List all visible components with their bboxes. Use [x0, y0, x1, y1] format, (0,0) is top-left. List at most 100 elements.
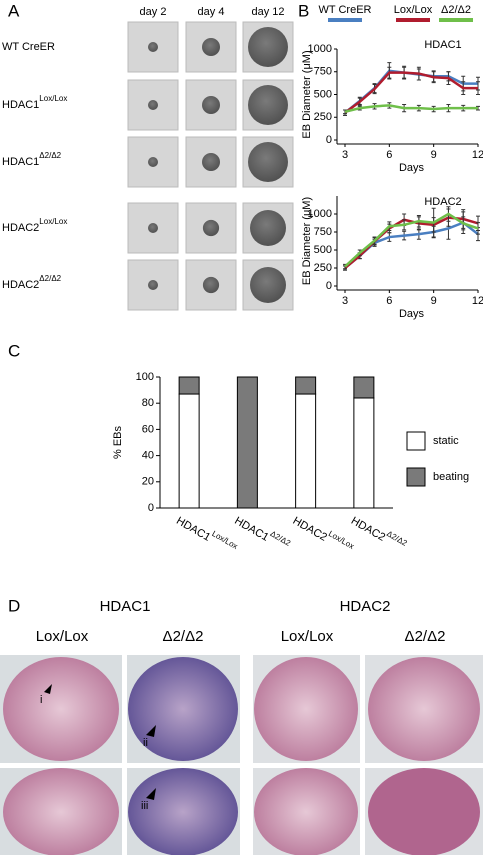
chart-title: HDAC1: [424, 39, 461, 51]
label-superscript: Δ2/Δ2: [39, 274, 61, 283]
tissue: [254, 657, 358, 761]
label-main: HDAC1: [174, 515, 212, 544]
y-tick-label: 80: [142, 397, 154, 409]
error-cap: [343, 109, 347, 115]
row-label: WT CreER: [2, 41, 55, 53]
embryoid-body: [202, 219, 220, 237]
label-main: HDAC2: [2, 279, 39, 291]
tissue: [3, 768, 119, 855]
error-cap: [446, 104, 451, 113]
column-title: day 4: [198, 6, 225, 18]
annotation: iii: [141, 800, 148, 812]
y-tick-label: 750: [314, 66, 332, 78]
legend-label: Δ2/Δ2: [441, 4, 471, 16]
label-main: HDAC2: [2, 222, 39, 234]
column-title: Δ2/Δ2: [163, 628, 204, 645]
label-main: HDAC1: [2, 156, 39, 168]
y-tick-label: 1000: [308, 208, 332, 220]
label-superscript: Lox/Lox: [210, 529, 239, 551]
error-cap: [372, 103, 377, 110]
error-cap: [446, 71, 451, 85]
row-label: HDAC1Lox/Lox: [2, 94, 67, 111]
annotation: ii: [143, 737, 148, 749]
error-cap: [461, 81, 466, 95]
y-axis-label: EB Diameter (μM): [301, 50, 313, 138]
legend-label: WT CreER: [319, 4, 372, 16]
group-title: HDAC2: [340, 598, 391, 615]
error-cap: [372, 236, 377, 245]
series-line: [344, 104, 478, 114]
embryoid-body: [148, 100, 158, 110]
embryoid-body: [202, 38, 220, 56]
panel-label: B: [298, 1, 309, 20]
label-superscript: Δ2/Δ2: [39, 151, 61, 160]
label-main: HDAC2: [291, 515, 329, 544]
bar-segment: [295, 393, 317, 509]
error-cap: [476, 222, 480, 235]
embryoid-body: [248, 27, 288, 67]
error-cap: [431, 71, 436, 84]
error-cap: [372, 83, 377, 95]
embryoid-body: [202, 153, 220, 171]
legend-swatch: [406, 431, 426, 451]
error-cap: [402, 219, 407, 231]
embryoid-body: [148, 280, 158, 290]
error-cap: [431, 105, 436, 113]
x-axis-label: Days: [399, 162, 425, 174]
column-title: Lox/Lox: [281, 628, 334, 645]
error-cap: [387, 66, 392, 79]
bar-segment: [353, 376, 375, 399]
label-superscript: Lox/Lox: [327, 529, 356, 551]
column-title: Lox/Lox: [36, 628, 89, 645]
y-tick-label: 500: [314, 88, 332, 100]
bar-segment: [236, 376, 258, 509]
legend-label: beating: [433, 471, 469, 483]
tissue: [368, 768, 480, 855]
error-cap: [461, 104, 466, 112]
y-tick-label: 1000: [308, 43, 332, 55]
label-superscript: Lox/Lox: [39, 94, 67, 103]
bar-segment: [178, 393, 200, 509]
embryoid-body: [202, 96, 220, 114]
legend-swatch: [439, 18, 473, 22]
legend-label: Lox/Lox: [394, 4, 433, 16]
label-main: HDAC2: [349, 515, 387, 544]
error-cap: [461, 216, 466, 231]
column-title: Δ2/Δ2: [405, 628, 446, 645]
label-main: HDAC1: [2, 99, 39, 111]
x-tick-label: 3: [342, 295, 348, 307]
row-label: HDAC2Lox/Lox: [2, 217, 67, 234]
series-line: [344, 212, 479, 268]
x-tick-label: 9: [431, 295, 437, 307]
y-tick-label: 0: [326, 134, 332, 146]
x-tick-label: 12: [472, 149, 483, 161]
y-axis-label: % EBs: [112, 425, 124, 459]
legend-swatch: [406, 467, 426, 487]
error-cap: [357, 97, 362, 106]
embryoid-body: [148, 157, 158, 167]
label-main: WT CreER: [2, 41, 55, 53]
y-axis-label: EB Diameter (μM): [301, 197, 313, 285]
tissue: [3, 657, 119, 761]
x-tick-label: 12: [472, 295, 483, 307]
legend-swatch: [396, 18, 430, 22]
embryoid-body: [250, 267, 286, 303]
x-tick-label: 9: [431, 149, 437, 161]
chart-title: HDAC2: [424, 196, 461, 208]
y-tick-label: 250: [314, 111, 332, 123]
panel-d: HDAC1 HDAC2 Lox/Lox Δ2/Δ2 Lox/Lox Δ2/Δ2 …: [0, 598, 483, 855]
error-cap: [357, 105, 362, 111]
error-cap: [446, 206, 451, 222]
label-main: HDAC1: [232, 515, 270, 544]
x-tick-label: 6: [386, 149, 392, 161]
x-tick-label: HDAC1Lox/Lox: [174, 511, 239, 558]
column-title: day 12: [251, 6, 284, 18]
x-tick-label: 3: [342, 149, 348, 161]
error-cap: [416, 66, 421, 81]
y-tick-label: 0: [326, 280, 332, 292]
error-cap: [387, 62, 392, 80]
error-cap: [476, 81, 480, 95]
embryoid-body: [250, 210, 286, 246]
legend-swatch: [328, 18, 362, 22]
